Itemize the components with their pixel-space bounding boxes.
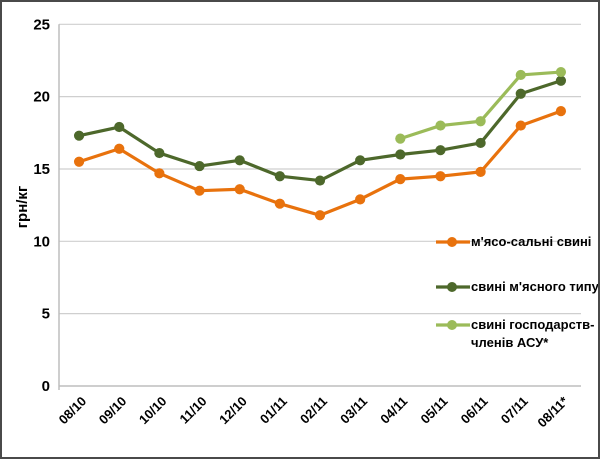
x-tick-label: 11/10	[177, 394, 210, 427]
data-point-marker	[555, 106, 567, 117]
data-point-marker	[475, 137, 486, 149]
legend-item-meat-lard-pigs: м'ясо-сальні свині	[436, 233, 598, 251]
legend-line-marker-icon	[436, 282, 470, 292]
legend-label: м'ясо-сальні свині	[471, 234, 592, 249]
data-point-marker	[475, 116, 486, 127]
data-point-marker	[73, 130, 85, 141]
data-point-marker	[154, 147, 165, 159]
data-point-marker	[274, 171, 285, 182]
x-tick-label: 02/11	[297, 394, 330, 427]
y-tick-label: 0	[42, 378, 50, 395]
data-point-marker	[314, 175, 326, 186]
data-point-marker	[515, 88, 526, 99]
series-line-0	[78, 109, 562, 217]
x-tick-label: 06/11	[458, 394, 491, 427]
data-point-marker	[435, 120, 446, 131]
data-point-marker	[395, 133, 406, 144]
series-line-1	[78, 79, 562, 183]
data-point-marker	[435, 171, 446, 182]
x-tick-label: 09/10	[96, 394, 130, 428]
data-point-marker	[555, 66, 567, 78]
x-tick-label: 04/11	[377, 394, 410, 427]
data-point-marker	[515, 69, 526, 81]
legend-label: свині господарств- членів АСУ*	[471, 317, 595, 350]
data-point-marker	[114, 143, 125, 154]
y-tick-label: 20	[33, 89, 50, 106]
legend: м'ясо-сальні свині свині м'ясного типу с…	[436, 233, 599, 352]
data-point-marker	[355, 194, 366, 205]
data-point-marker	[314, 210, 326, 221]
legend-line-marker-icon	[436, 237, 470, 247]
x-tick-label: 10/10	[136, 394, 170, 428]
data-point-marker	[515, 120, 526, 131]
data-point-marker	[154, 168, 165, 179]
x-tick-label: 07/11	[498, 394, 531, 427]
legend-item-meat-type-pigs: свині м'ясного типу	[436, 278, 599, 296]
data-point-marker	[395, 149, 406, 160]
legend-line-marker-icon	[436, 320, 470, 330]
legend-label: свині м'ясного типу	[471, 279, 599, 294]
data-point-marker	[73, 156, 85, 167]
data-point-marker	[274, 198, 285, 209]
x-tick-label: 05/11	[417, 394, 450, 427]
y-axis-title: грн/кг	[14, 185, 31, 229]
data-point-marker	[395, 174, 406, 185]
x-tick-label: 08/11*	[534, 393, 571, 430]
data-point-marker	[355, 155, 366, 166]
legend-item-asu-member-farms-pigs: свині господарств- членів АСУ*	[436, 316, 598, 352]
data-point-marker	[555, 75, 567, 86]
series-line-2	[399, 70, 562, 141]
data-point-marker	[475, 166, 486, 177]
data-point-marker	[194, 160, 205, 172]
y-tick-label: 15	[33, 161, 50, 178]
data-point-marker	[435, 145, 446, 156]
data-point-marker	[234, 155, 245, 166]
x-tick-label: 01/11	[257, 394, 290, 427]
x-tick-label: 08/10	[56, 394, 90, 428]
x-tick-label: 03/11	[337, 394, 370, 427]
y-tick-label: 10	[33, 233, 50, 250]
data-point-marker	[194, 185, 205, 196]
x-tick-label: 12/10	[216, 394, 250, 428]
data-point-marker	[234, 184, 245, 195]
y-tick-label: 25	[33, 16, 50, 33]
data-point-marker	[114, 121, 125, 133]
y-tick-label: 5	[42, 306, 50, 323]
